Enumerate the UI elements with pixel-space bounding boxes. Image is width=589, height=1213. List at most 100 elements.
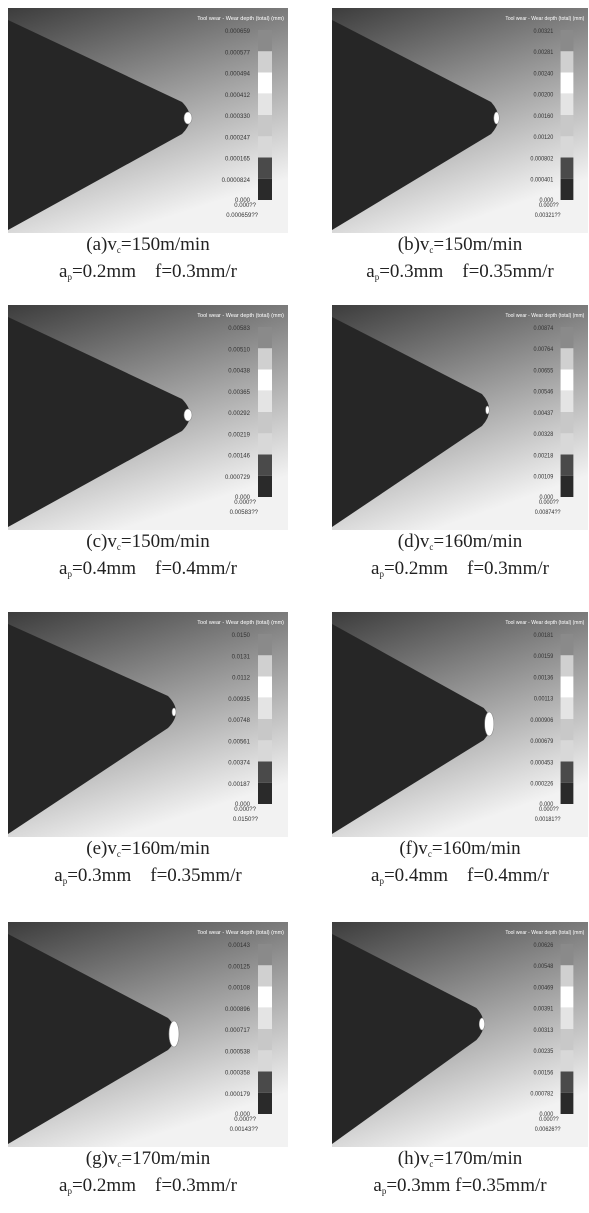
legend-label: 0.0112 xyxy=(232,676,251,682)
colorbar-segment xyxy=(561,762,574,783)
legend-label: 0.000358 xyxy=(225,1071,251,1077)
colorbar-segment xyxy=(561,965,574,986)
simulation-image: Tool wear - Wear depth (total) (mm) 0.000… xyxy=(8,8,288,233)
caption-text: a xyxy=(373,1175,381,1196)
panel: Tool wear - Wear depth (total) (mm) 0.005… xyxy=(8,305,288,530)
wear-zone xyxy=(184,409,192,421)
caption-text: =170m/min xyxy=(433,1148,522,1169)
legend-label: 0.00655 xyxy=(533,368,553,374)
legend-label: 0.00113 xyxy=(534,697,553,703)
colorbar-segment xyxy=(561,51,574,72)
caption-text: =0.2mm f=0.3mm/r xyxy=(384,558,549,579)
legend-label: 0.00143 xyxy=(228,943,250,949)
legend-label: 0.000412 xyxy=(225,93,251,99)
legend-label: 0.00874 xyxy=(533,326,554,332)
colorbar-segment xyxy=(561,327,574,348)
panel: Tool wear - Wear depth (total) (mm)0.006… xyxy=(332,922,588,1147)
colorbar-segment xyxy=(258,348,272,369)
legend-label: 0.000538 xyxy=(225,1049,251,1055)
colorbar-segment xyxy=(561,348,574,369)
caption-line: ap=0.2mm f=0.3mm/r xyxy=(322,558,589,585)
caption-line: (c)vc=150m/min xyxy=(0,531,298,558)
panel: Tool wear - Wear depth (total) (mm)0.015… xyxy=(8,612,288,837)
colorbar-segment xyxy=(561,179,574,200)
figure: Tool wear - Wear depth (total) (mm) 0.000… xyxy=(0,0,589,1213)
caption-text: (a)v xyxy=(86,234,117,255)
colorbar-segment xyxy=(561,740,574,761)
legend-label: 0.00321?? xyxy=(535,213,561,219)
simulation-image: Tool wear - Wear depth (total) (mm)0.015… xyxy=(8,612,288,837)
legend-label: 0.00240 xyxy=(533,71,553,77)
colorbar-segment xyxy=(561,73,574,94)
legend-label: 0.0131 xyxy=(232,654,251,660)
legend-label: 0.000?? xyxy=(234,203,256,209)
caption-line: (e)vc=160m/min xyxy=(0,838,298,865)
legend-title: Tool wear - Wear depth (total) (mm) xyxy=(505,620,584,626)
caption-line: ap=0.2mm f=0.3mm/r xyxy=(0,1175,298,1202)
caption-text: a xyxy=(54,865,62,886)
colorbar-segment xyxy=(258,158,272,179)
legend-label: 0.00546 xyxy=(533,390,553,396)
caption-line: (d)vc=160m/min xyxy=(322,531,589,558)
legend-title: Tool wear - Wear depth (total) (mm) xyxy=(505,313,584,319)
colorbar-segment xyxy=(561,391,574,412)
colorbar-segment xyxy=(258,370,272,391)
legend-label: 0.000659?? xyxy=(226,213,258,219)
panel: Tool wear - Wear depth (total) (mm)0.003… xyxy=(332,8,588,233)
colorbar-segment xyxy=(561,94,574,115)
colorbar-segment xyxy=(258,740,272,761)
caption-line: ap=0.2mm f=0.3mm/r xyxy=(0,261,298,288)
caption-text: =160m/min xyxy=(433,531,522,552)
legend-label: 0.00292 xyxy=(228,411,250,417)
colorbar-segment xyxy=(258,136,272,157)
legend-label: 0.00159 xyxy=(533,654,553,660)
caption-line: (f)vc=160m/min xyxy=(322,838,589,865)
simulation-image: Tool wear - Wear depth (total) (mm) 0.008… xyxy=(332,305,588,530)
colorbar-segment xyxy=(561,1072,574,1093)
caption-text: (e)v xyxy=(86,838,117,859)
legend-label: 0.00136 xyxy=(533,675,553,681)
legend-label: 0.00748 xyxy=(228,718,250,724)
legend-title: Tool wear - Wear depth (total) (mm) xyxy=(197,313,284,319)
caption-line: (g)vc=170m/min xyxy=(0,1148,298,1175)
legend-label: 0.000494 xyxy=(225,72,251,78)
caption-text: =150m/min xyxy=(121,531,210,552)
colorbar-segment xyxy=(561,783,574,804)
legend-label: 0.00281 xyxy=(533,50,553,56)
legend-label: 0.00125 xyxy=(228,964,250,970)
colorbar-segment xyxy=(561,1050,574,1071)
legend-title: Tool wear - Wear depth (total) (mm) xyxy=(197,16,284,22)
colorbar-segment xyxy=(561,677,574,698)
legend-label: 0.00108 xyxy=(228,986,250,992)
caption-text: =0.2mm f=0.3mm/r xyxy=(72,261,237,282)
colorbar-segment xyxy=(258,634,272,655)
colorbar-segment xyxy=(258,1072,272,1093)
caption-text: (h)v xyxy=(398,1148,430,1169)
legend-label: 0.000247 xyxy=(225,135,251,141)
colorbar-segment xyxy=(258,1029,272,1050)
legend-label: 0.000896 xyxy=(225,1007,251,1013)
simulation-image: Tool wear - Wear depth (total) (mm) 0.001… xyxy=(332,612,588,837)
caption-text: =160m/min xyxy=(432,838,521,859)
colorbar-segment xyxy=(561,698,574,719)
legend-label: 0.000?? xyxy=(234,500,256,506)
colorbar-segment xyxy=(561,370,574,391)
simulation-image: Tool wear - Wear depth (total) (mm)0.003… xyxy=(332,8,588,233)
caption-text: =0.3mm f=0.35mm/r xyxy=(67,865,241,886)
simulation-image: Tool wear - Wear depth (total) (mm)0.006… xyxy=(332,922,588,1147)
wear-zone xyxy=(184,112,192,124)
colorbar-segment xyxy=(561,1093,574,1114)
legend-label: 0.00510 xyxy=(228,347,250,353)
legend-label: 0.00313 xyxy=(533,1028,553,1034)
simulation-image: Tool wear - Wear depth (total) (mm)0.001… xyxy=(8,922,288,1147)
colorbar-segment xyxy=(258,677,272,698)
colorbar-segment xyxy=(258,698,272,719)
legend-label: 0.00548 xyxy=(533,964,553,970)
legend-label: 0.000659 xyxy=(225,29,251,35)
legend-label: 0.0150 xyxy=(232,633,251,639)
legend-label: 0.000165 xyxy=(225,157,251,163)
caption-text: =0.4mm f=0.4mm/r xyxy=(384,865,549,886)
legend-label: 0.00935 xyxy=(228,697,250,703)
colorbar-segment xyxy=(561,455,574,476)
caption-line: (h)vc=170m/min xyxy=(322,1148,589,1175)
